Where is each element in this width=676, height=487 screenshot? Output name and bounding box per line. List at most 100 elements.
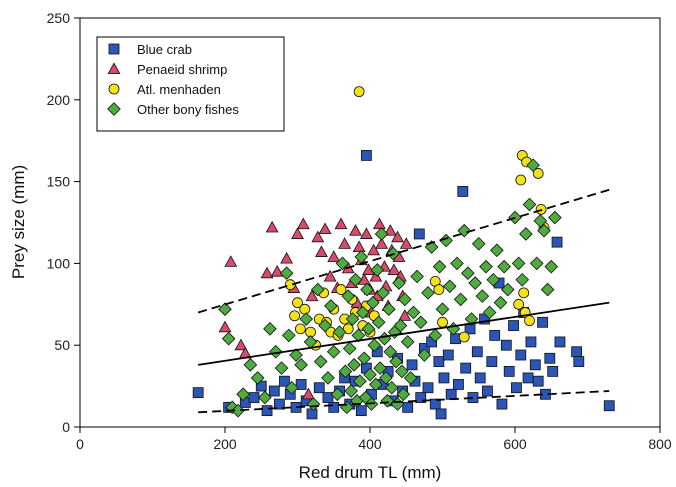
legend-label: Other bony fishes [137, 102, 239, 117]
legend: Blue crab Penaeid shrimp Atl. menhaden Othe… [96, 36, 285, 132]
data-point [395, 364, 409, 379]
data-point [268, 344, 283, 359]
data-point [261, 405, 273, 417]
data-point [372, 217, 386, 230]
data-point [327, 250, 341, 262]
data-point [349, 224, 362, 236]
data-point [313, 382, 325, 394]
data-point [342, 341, 357, 356]
data-point [301, 387, 315, 400]
data-point [551, 236, 563, 248]
data-point [532, 168, 544, 179]
data-point [471, 236, 486, 251]
data-point [515, 272, 530, 287]
legend-item: Penaeid shrimp [107, 62, 227, 77]
data-point [387, 263, 401, 275]
data-point [291, 227, 304, 239]
trend-line-mean [198, 301, 610, 366]
data-point [529, 359, 541, 371]
data-point [537, 316, 548, 328]
data-point [299, 312, 314, 326]
data-point [532, 375, 544, 387]
data-point [281, 328, 296, 343]
data-point [318, 318, 332, 333]
data-point [284, 380, 299, 395]
data-point [224, 255, 238, 267]
data-point [243, 358, 258, 372]
data-point [323, 269, 337, 282]
y-tick-label: 150 [47, 174, 71, 190]
data-point [513, 298, 525, 310]
x-tick-label: 0 [76, 436, 84, 452]
data-point [279, 266, 294, 281]
data-point [306, 408, 318, 420]
data-point [435, 302, 450, 317]
data-point [438, 372, 450, 384]
data-point [500, 339, 512, 351]
data-point [398, 309, 412, 321]
trend-lines [197, 188, 610, 414]
data-point [338, 237, 352, 249]
y-tick-label: 100 [47, 255, 71, 271]
x-tick-label: 600 [503, 436, 527, 452]
data-point [468, 276, 482, 290]
data-point [450, 256, 464, 271]
x-axis: 0 200 400 600 800 [76, 427, 672, 452]
data-point [450, 333, 461, 345]
data-point [289, 310, 301, 322]
data-point [489, 329, 501, 341]
y-axis: 0 50 100 150 200 250 [47, 10, 80, 435]
data-point [314, 245, 328, 257]
data-point [376, 286, 390, 300]
data-point [382, 302, 396, 317]
data-point [391, 230, 404, 243]
data-point [515, 174, 527, 186]
data-point [415, 392, 427, 403]
data-point [519, 227, 533, 241]
data-point [310, 282, 325, 297]
data-point [335, 284, 347, 295]
data-point [437, 316, 448, 328]
data-point [289, 348, 303, 362]
data-point [263, 322, 277, 336]
data-point [342, 323, 354, 335]
data-point [280, 251, 294, 264]
data-point [268, 385, 280, 397]
data-point [429, 398, 441, 410]
data-point [457, 186, 469, 197]
data-point [248, 392, 260, 403]
data-point [273, 398, 285, 410]
data-point [406, 359, 418, 371]
data-point [402, 401, 414, 413]
data-point [490, 243, 504, 258]
y-axis-title: Prey size (mm) [9, 165, 28, 279]
data-point [367, 338, 382, 353]
data-point [547, 365, 559, 377]
data-point [334, 217, 348, 230]
data-point [508, 320, 519, 331]
data-point [380, 394, 395, 408]
data-point [360, 282, 374, 297]
data-point [400, 335, 415, 349]
data-point [529, 256, 544, 271]
legend-marker [107, 102, 121, 116]
data-point [260, 266, 274, 279]
data-point [326, 344, 341, 359]
data-point [250, 371, 265, 385]
y-tick-label: 0 [62, 419, 70, 435]
data-point [359, 227, 373, 239]
data-point [344, 384, 358, 398]
data-point [500, 282, 515, 297]
data-point [413, 228, 425, 240]
data-point [295, 379, 307, 390]
data-point [458, 331, 470, 343]
data-point [218, 302, 232, 317]
data-point [460, 362, 472, 374]
data-point [274, 361, 289, 375]
data-point [413, 315, 428, 330]
data-point [313, 354, 328, 369]
x-tick-label: 200 [213, 436, 237, 452]
data-point [603, 400, 615, 412]
data-point [265, 220, 279, 233]
